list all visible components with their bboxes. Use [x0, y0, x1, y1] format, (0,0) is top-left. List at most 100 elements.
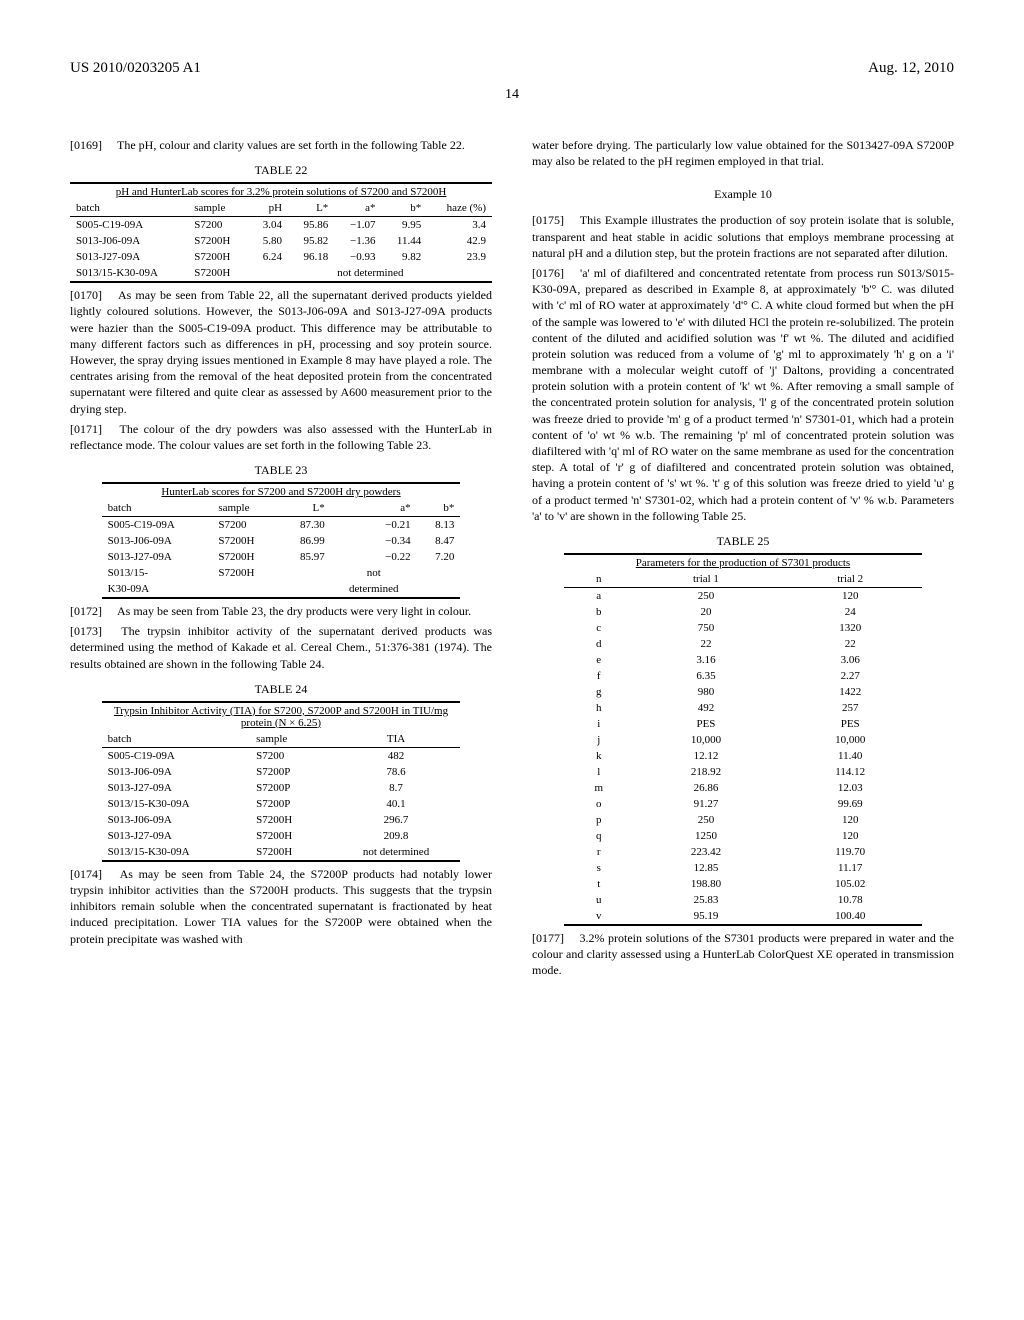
table-cell: 7.20 — [417, 549, 461, 565]
table24-caption: Trypsin Inhibitor Activity (TIA) for S72… — [102, 702, 461, 731]
table-cell: −0.34 — [331, 533, 417, 549]
table-cell: 11.40 — [778, 748, 922, 764]
table-header: pH — [249, 200, 288, 217]
table-cell: S7200P — [250, 764, 332, 780]
table-cell: PES — [634, 716, 778, 732]
table-cell: 257 — [778, 700, 922, 716]
table-cell: 296.7 — [332, 812, 461, 828]
table-header: b* — [381, 200, 427, 217]
table-cell: S013-J06-09A — [70, 233, 188, 249]
para-0172: [0172] As may be seen from Table 23, the… — [70, 603, 492, 619]
table-header: n — [564, 571, 634, 588]
table-cell: S005-C19-09A — [102, 517, 213, 534]
table-cell: 5.80 — [249, 233, 288, 249]
table-cell: not determined — [332, 844, 461, 861]
table-cell: K30-09A — [102, 581, 213, 598]
table22: pH and HunterLab scores for 3.2% protein… — [70, 182, 492, 283]
doc-number: US 2010/0203205 A1 — [70, 60, 201, 77]
table-cell: 95.82 — [288, 233, 334, 249]
table-cell: b — [564, 604, 634, 620]
table-cell: 120 — [778, 812, 922, 828]
table-cell: t — [564, 876, 634, 892]
table-cell: 96.18 — [288, 249, 334, 265]
table-cell: 23.9 — [427, 249, 492, 265]
table-cell: 209.8 — [332, 828, 461, 844]
table-cell: 492 — [634, 700, 778, 716]
table-cell — [279, 581, 330, 598]
table-cell: 3.4 — [427, 217, 492, 234]
table-cell: e — [564, 652, 634, 668]
para-0169: [0169] The pH, colour and clarity values… — [70, 137, 492, 153]
table-cell: q — [564, 828, 634, 844]
table-cell: h — [564, 700, 634, 716]
table-cell — [279, 565, 330, 581]
table-cell: 22 — [778, 636, 922, 652]
table-cell: u — [564, 892, 634, 908]
page-number: 14 — [70, 87, 954, 103]
table-cell: 95.19 — [634, 908, 778, 925]
table23: HunterLab scores for S7200 and S7200H dr… — [102, 482, 461, 599]
table-cell: S005-C19-09A — [102, 747, 251, 764]
table-cell: S7200H — [250, 828, 332, 844]
table-cell: 1320 — [778, 620, 922, 636]
table-cell: v — [564, 908, 634, 925]
right-column: water before drying. The particularly lo… — [532, 133, 954, 983]
table-cell: 10,000 — [634, 732, 778, 748]
table-header: L* — [288, 200, 334, 217]
table-cell: 9.95 — [381, 217, 427, 234]
table-cell: 86.99 — [279, 533, 330, 549]
table-cell: 3.16 — [634, 652, 778, 668]
table-cell: 1422 — [778, 684, 922, 700]
example-10-heading: Example 10 — [532, 187, 954, 202]
table23-caption: HunterLab scores for S7200 and S7200H dr… — [102, 483, 461, 500]
table-cell: 8.47 — [417, 533, 461, 549]
table-header: batch — [102, 731, 251, 748]
table-cell: S7200 — [212, 517, 279, 534]
table-cell: 250 — [634, 587, 778, 604]
table-cell: 100.40 — [778, 908, 922, 925]
table-header: batch — [102, 500, 213, 517]
table25-label: TABLE 25 — [532, 534, 954, 549]
table-cell: 980 — [634, 684, 778, 700]
table-cell — [212, 581, 279, 598]
table-cell: 91.27 — [634, 796, 778, 812]
table-cell: S005-C19-09A — [70, 217, 188, 234]
table-cell: S7200H — [212, 549, 279, 565]
para-0175: [0175] This Example illustrates the prod… — [532, 212, 954, 261]
table-cell — [417, 565, 461, 581]
table-cell: 95.86 — [288, 217, 334, 234]
table-cell: S013-J06-09A — [102, 533, 213, 549]
table22-label: TABLE 22 — [70, 163, 492, 178]
table-cell: S7200P — [250, 780, 332, 796]
table-cell: S013/15-K30-09A — [102, 844, 251, 861]
table-cell: 120 — [778, 587, 922, 604]
table-cell: 6.35 — [634, 668, 778, 684]
para-0176: [0176] 'a' ml of diafiltered and concent… — [532, 265, 954, 524]
table-cell: 85.97 — [279, 549, 330, 565]
table-cell: −0.22 — [331, 549, 417, 565]
table-cell — [417, 581, 461, 598]
table-cell: k — [564, 748, 634, 764]
table-cell: 3.06 — [778, 652, 922, 668]
page-header: US 2010/0203205 A1 Aug. 12, 2010 — [70, 60, 954, 77]
table-header: L* — [279, 500, 330, 517]
table-cell: 10,000 — [778, 732, 922, 748]
table-cell: f — [564, 668, 634, 684]
table-cell: 250 — [634, 812, 778, 828]
table-cell: −0.21 — [331, 517, 417, 534]
table-cell: S013/15-K30-09A — [70, 265, 188, 282]
para-0171: [0171] The colour of the dry powders was… — [70, 421, 492, 453]
table-cell: 750 — [634, 620, 778, 636]
table-cell: S7200H — [250, 812, 332, 828]
table-cell: 482 — [332, 747, 461, 764]
table-cell: 12.12 — [634, 748, 778, 764]
table-cell: i — [564, 716, 634, 732]
table-header: b* — [417, 500, 461, 517]
table-cell: 11.44 — [381, 233, 427, 249]
table-cell: S013/15-K30-09A — [102, 796, 251, 812]
table-cell: c — [564, 620, 634, 636]
table-header: trial 1 — [634, 571, 778, 588]
table-cell: m — [564, 780, 634, 796]
table-header: haze (%) — [427, 200, 492, 217]
table25-caption: Parameters for the production of S7301 p… — [564, 554, 923, 571]
